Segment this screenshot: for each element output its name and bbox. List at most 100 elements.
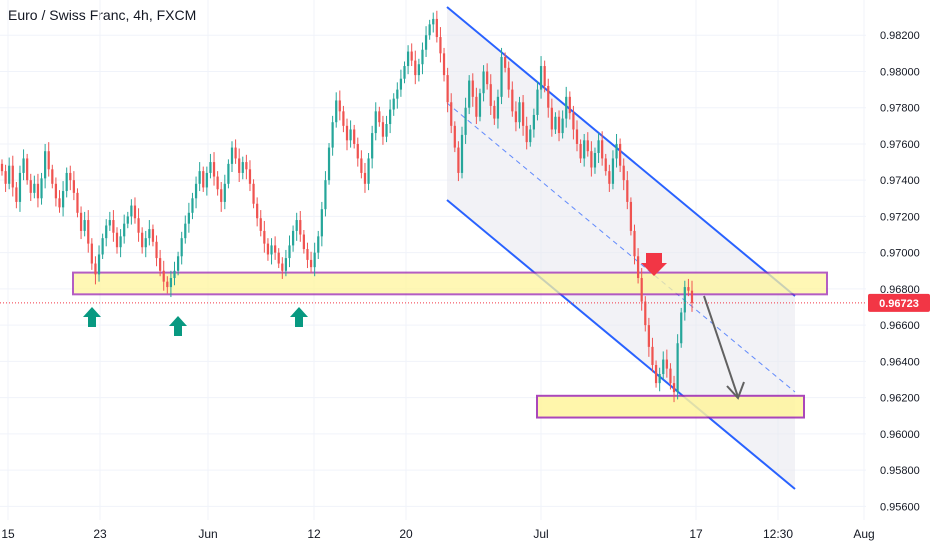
candle-body: [216, 176, 219, 190]
candle: [460, 126, 464, 179]
candle: [144, 230, 147, 258]
candle: [173, 261, 176, 286]
candle: [374, 102, 377, 141]
candle: [8, 157, 11, 190]
candle: [309, 251, 313, 273]
candle-body: [256, 203, 259, 219]
candle: [123, 214, 126, 244]
candle: [187, 202, 190, 233]
channel-lower-line[interactable]: [446, 199, 796, 490]
time-tick-label: 17: [689, 527, 703, 541]
candle-body: [0, 163, 4, 172]
candle-body: [47, 151, 50, 170]
support-zone-upper[interactable]: [72, 271, 828, 296]
last-price-label: 0.96723: [879, 298, 919, 310]
arrow-head-icon: [726, 381, 745, 400]
candle-body: [371, 133, 374, 159]
candle-body: [507, 67, 510, 90]
candle-body: [230, 147, 234, 164]
price-axis[interactable]: 0.98200 0.98000 0.97800 0.97600 0.97400 0.972…: [866, 0, 932, 550]
time-tick-label: Jun: [198, 527, 217, 541]
candle: [241, 156, 244, 180]
channel-median-line[interactable]: [446, 102, 796, 393]
candle-body: [252, 183, 255, 204]
candle: [550, 98, 553, 137]
candle-body: [26, 158, 29, 181]
candle-body: [518, 102, 521, 123]
candle: [198, 162, 201, 192]
candle: [593, 147, 597, 174]
time-tick-label: Jul: [533, 527, 548, 541]
candle-body: [554, 116, 557, 130]
candle-body: [169, 278, 173, 288]
time-axis[interactable]: 15 23 Jun 12 20 Jul 17 12:30 Aug: [0, 520, 932, 550]
candle-body: [61, 191, 65, 208]
candle: [360, 150, 363, 179]
price-tick-label: 0.96600: [880, 320, 920, 332]
candle: [79, 206, 83, 240]
candle-body: [640, 278, 643, 302]
candle: [15, 181, 18, 209]
candle: [486, 63, 489, 90]
candle-body: [205, 172, 208, 188]
candle-body: [381, 122, 385, 137]
price-tick-label: 0.97200: [880, 211, 920, 223]
candle: [622, 158, 625, 191]
candle-body: [374, 111, 377, 134]
candle-body: [450, 102, 453, 126]
candle: [284, 249, 288, 277]
arrow-diagonal-icon: [703, 295, 739, 398]
candle-body: [432, 18, 435, 25]
candle: [554, 112, 557, 134]
candle-body: [521, 102, 525, 126]
candle-body: [539, 66, 543, 90]
candle-body: [500, 56, 503, 97]
candle: [680, 307, 683, 348]
price-tick-label: 0.95600: [880, 501, 920, 513]
candle: [633, 224, 636, 265]
candle-body: [690, 290, 694, 303]
candle: [435, 10, 438, 43]
candle-body: [44, 151, 47, 179]
candle-body: [349, 129, 352, 141]
candle: [464, 97, 467, 144]
candle-body: [51, 169, 54, 184]
candle-body: [593, 153, 597, 168]
candle: [90, 238, 93, 270]
support-zone-lower[interactable]: [536, 394, 805, 419]
candle: [263, 220, 266, 253]
candle: [331, 115, 334, 156]
candle: [76, 188, 79, 218]
candle-body: [90, 243, 93, 264]
candle: [108, 211, 111, 231]
candle: [220, 181, 223, 212]
candle-body: [543, 66, 546, 86]
candle: [302, 230, 305, 254]
candle: [349, 120, 352, 148]
candle: [58, 190, 61, 213]
candle: [353, 124, 356, 149]
candle: [11, 155, 14, 197]
candle-body: [572, 113, 575, 130]
candle: [277, 248, 280, 269]
candle-body: [604, 158, 607, 172]
candle-body: [421, 49, 424, 65]
candle: [209, 153, 212, 179]
candle: [511, 81, 514, 117]
candle-body: [94, 263, 97, 275]
candle-body: [105, 225, 108, 239]
candle-body: [468, 80, 471, 108]
candle-body: [565, 96, 568, 119]
candle-body: [550, 107, 553, 130]
candle-body: [442, 53, 446, 76]
candle: [478, 88, 482, 122]
candle-body: [263, 230, 266, 244]
candle: [410, 43, 413, 67]
candle: [259, 210, 262, 237]
candle: [133, 197, 137, 224]
candle: [514, 101, 518, 132]
candle: [162, 260, 165, 291]
candle-body: [676, 343, 679, 393]
candle: [457, 141, 460, 182]
